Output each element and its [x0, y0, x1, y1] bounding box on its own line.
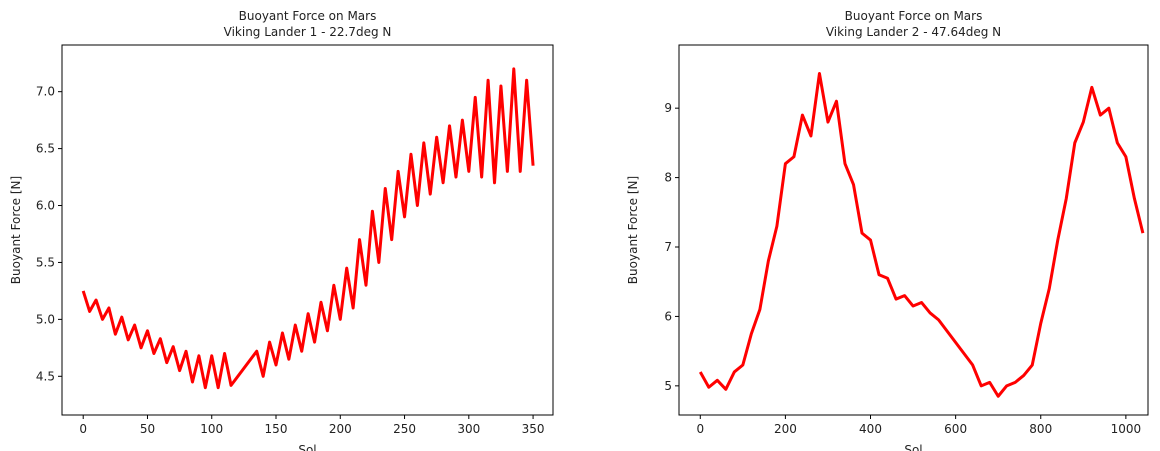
plot-frame: [61, 44, 554, 416]
x-tick-label: 50: [140, 422, 155, 436]
chart-subtitle: Viking Lander 1 - 22.7deg N: [224, 25, 392, 39]
x-tick-label: 800: [1029, 422, 1052, 436]
x-tick-label: 350: [522, 422, 545, 436]
y-tick-label: 5.5: [36, 255, 55, 269]
x-tick-label: 300: [457, 422, 480, 436]
y-tick-label: 6.5: [36, 142, 55, 156]
chart-title: Buoyant Force on Mars: [239, 9, 377, 23]
y-tick-label: 6.0: [36, 199, 55, 213]
y-axis-label: Buoyant Force [N]: [626, 176, 640, 284]
x-tick-label: 600: [944, 422, 967, 436]
y-tick-label: 5.0: [36, 312, 55, 326]
plot-frame: [678, 44, 1149, 416]
chart-subtitle: Viking Lander 2 - 47.64deg N: [826, 25, 1001, 39]
x-tick-label: 100: [200, 422, 223, 436]
x-tick-label: 400: [859, 422, 882, 436]
x-tick-label: 1000: [1111, 422, 1142, 436]
y-tick-label: 9: [664, 101, 672, 115]
y-tick-label: 7: [664, 240, 672, 254]
x-axis-label: Sol: [298, 443, 316, 451]
y-tick-label: 4.5: [36, 369, 55, 383]
chart-title: Buoyant Force on Mars: [845, 9, 983, 23]
y-tick-label: 7.0: [36, 85, 55, 99]
y-tick-label: 5: [664, 379, 672, 393]
x-tick-label: 0: [79, 422, 87, 436]
y-axis-label: Buoyant Force [N]: [9, 176, 23, 284]
y-tick-label: 6: [664, 309, 672, 323]
data-line: [698, 71, 1145, 398]
x-tick-label: 200: [329, 422, 352, 436]
x-tick-label: 0: [696, 422, 704, 436]
x-tick-label: 250: [393, 422, 416, 436]
data-line: [81, 67, 535, 390]
x-tick-label: 200: [774, 422, 797, 436]
x-tick-label: 150: [265, 422, 288, 436]
y-tick-label: 8: [664, 171, 672, 185]
x-axis-label: Sol: [904, 443, 922, 451]
